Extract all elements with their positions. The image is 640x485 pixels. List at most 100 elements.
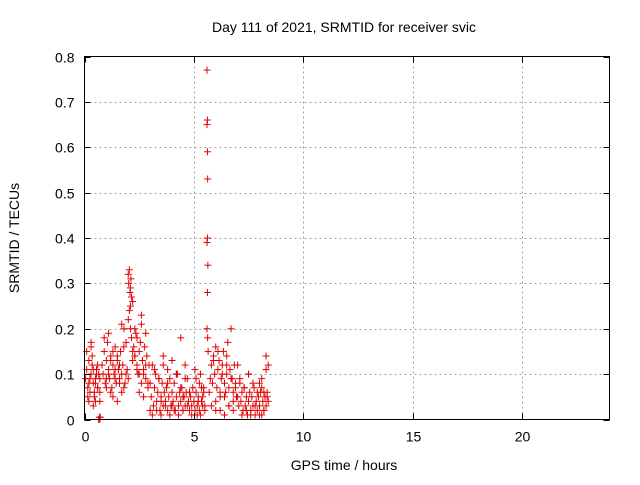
data-point bbox=[208, 379, 216, 387]
data-point bbox=[91, 397, 99, 405]
data-point bbox=[146, 406, 154, 414]
data-point bbox=[207, 402, 215, 410]
data-point bbox=[210, 357, 218, 365]
data-point bbox=[238, 411, 246, 419]
data-point bbox=[151, 366, 158, 374]
data-point bbox=[224, 338, 232, 346]
data-point bbox=[120, 343, 128, 351]
y-tick-labels: 0 0.1 0.2 0.3 0.4 0.5 0.6 0.7 0.8 bbox=[55, 50, 75, 429]
data-point bbox=[132, 329, 140, 337]
data-point bbox=[203, 288, 211, 296]
data-point bbox=[211, 370, 219, 378]
data-point bbox=[122, 338, 130, 346]
data-point bbox=[163, 384, 171, 392]
data-point bbox=[196, 370, 204, 378]
data-point bbox=[105, 329, 113, 337]
data-point bbox=[181, 375, 189, 383]
data-point bbox=[223, 352, 231, 360]
x-tick-label: 5 bbox=[191, 429, 199, 445]
data-point bbox=[136, 338, 144, 346]
data-point bbox=[111, 375, 119, 383]
data-point bbox=[238, 388, 246, 396]
data-point bbox=[143, 352, 151, 360]
data-point bbox=[155, 375, 163, 383]
data-point bbox=[148, 361, 156, 369]
data-point bbox=[147, 393, 155, 401]
data-point bbox=[84, 384, 92, 392]
x-axis-label: GPS time / hours bbox=[291, 457, 398, 473]
data-point bbox=[225, 402, 233, 410]
y-axis-label: SRMTID / TECUs bbox=[6, 183, 22, 293]
y-tick-label: 0.4 bbox=[55, 231, 75, 247]
data-point bbox=[195, 406, 203, 414]
data-point bbox=[107, 388, 115, 396]
data-point bbox=[137, 320, 145, 328]
data-point bbox=[264, 397, 272, 405]
data-point bbox=[253, 406, 261, 414]
x-tick-label: 0 bbox=[82, 429, 90, 445]
data-point bbox=[242, 406, 250, 414]
data-point bbox=[137, 311, 145, 319]
data-point bbox=[203, 66, 211, 74]
data-point bbox=[118, 388, 126, 396]
data-point bbox=[253, 388, 261, 396]
data-point bbox=[124, 316, 132, 324]
data-point bbox=[91, 379, 99, 387]
x-tick-label: 10 bbox=[296, 429, 312, 445]
data-point bbox=[124, 270, 132, 278]
data-point bbox=[237, 397, 245, 405]
data-point bbox=[90, 388, 98, 396]
data-point bbox=[170, 406, 178, 414]
x-tick-labels: 0 5 10 15 20 bbox=[82, 429, 531, 445]
data-point bbox=[159, 352, 167, 360]
data-point bbox=[127, 275, 135, 283]
data-point bbox=[249, 379, 257, 387]
data-point bbox=[221, 411, 228, 419]
data-point bbox=[111, 366, 119, 374]
data-point bbox=[225, 384, 233, 392]
data-point bbox=[85, 379, 93, 387]
data-point bbox=[135, 370, 143, 378]
data-point bbox=[177, 397, 185, 405]
data-point bbox=[252, 397, 260, 405]
data-point bbox=[129, 298, 137, 306]
data-point bbox=[89, 402, 97, 410]
data-point bbox=[125, 266, 133, 274]
data-point bbox=[216, 388, 224, 396]
data-point bbox=[227, 375, 235, 383]
data-point bbox=[166, 411, 174, 419]
data-point bbox=[258, 384, 266, 392]
data-point bbox=[123, 366, 131, 374]
data-point bbox=[168, 402, 176, 410]
data-point bbox=[105, 370, 113, 378]
data-point bbox=[189, 384, 197, 392]
data-point bbox=[250, 384, 258, 392]
data-point bbox=[248, 393, 256, 401]
data-point bbox=[241, 402, 249, 410]
data-point bbox=[109, 361, 117, 369]
data-point bbox=[262, 366, 270, 374]
data-point bbox=[170, 379, 178, 387]
data-point bbox=[247, 411, 255, 419]
data-point bbox=[161, 402, 169, 410]
data-point bbox=[101, 379, 109, 387]
data-point bbox=[137, 379, 145, 387]
data-point bbox=[120, 325, 128, 333]
data-point bbox=[204, 261, 212, 269]
data-point bbox=[172, 393, 180, 401]
data-point bbox=[151, 384, 158, 392]
data-point bbox=[135, 388, 143, 396]
data-point bbox=[164, 406, 172, 414]
data-point bbox=[85, 397, 93, 405]
data-point bbox=[203, 325, 211, 333]
data-point bbox=[214, 366, 222, 374]
data-point bbox=[164, 366, 172, 374]
data-point bbox=[231, 384, 239, 392]
y-tick-label: 0.7 bbox=[55, 95, 75, 111]
data-point bbox=[111, 343, 119, 351]
data-point bbox=[227, 325, 235, 333]
data-point bbox=[131, 352, 139, 360]
data-point bbox=[203, 234, 211, 242]
